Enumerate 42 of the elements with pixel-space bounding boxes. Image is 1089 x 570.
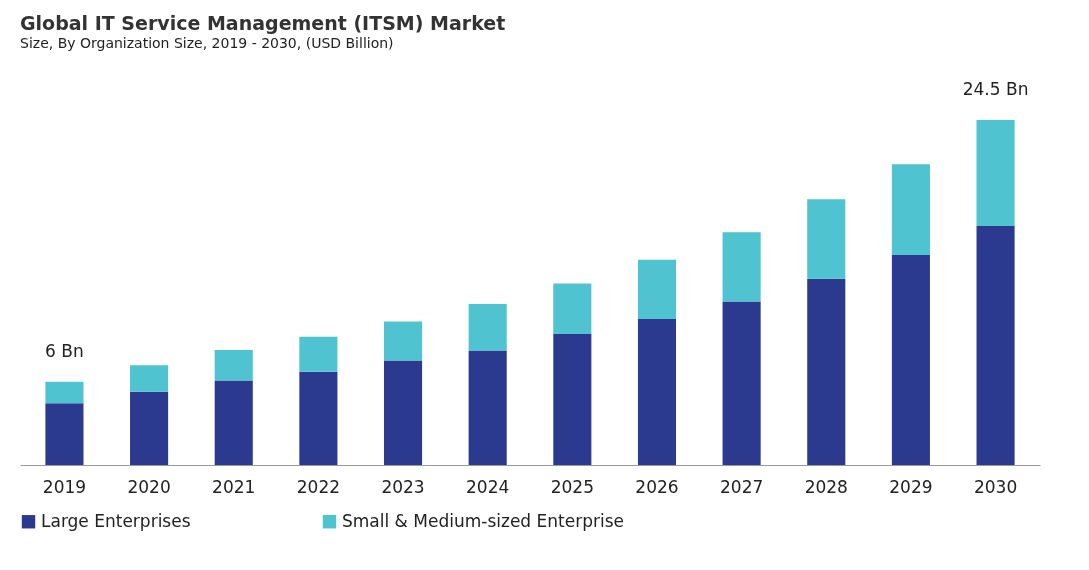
- bar: [637, 259, 677, 320]
- x-tick-label: 2024: [466, 476, 510, 497]
- bar: [130, 391, 169, 465]
- x-tick-label: 2028: [804, 476, 848, 497]
- x-tick-label: 2019: [42, 476, 87, 497]
- bar: [468, 350, 507, 465]
- bar: [976, 120, 1015, 226]
- x-tick-label: 2022: [296, 476, 341, 497]
- bar: [637, 319, 677, 465]
- x-tick-label: 2025: [550, 476, 594, 497]
- bar: [299, 336, 338, 372]
- bar: [299, 371, 338, 465]
- annotation: 6 Bn: [45, 340, 84, 361]
- x-tick-label: 2026: [635, 476, 679, 497]
- chart-title: Global IT Service Management (ITSM) Market: [20, 12, 506, 34]
- bar: [130, 365, 169, 392]
- bar: [891, 164, 930, 255]
- bar: [553, 333, 592, 465]
- x-tick-label: 2030: [973, 476, 1018, 497]
- chart-subtitle: Size, By Organization Size, 2019 - 2030, (USD Billion): [20, 35, 394, 51]
- bar: [807, 278, 846, 465]
- bar: [468, 303, 507, 351]
- legend-label: Small & Medium-sized Enterprise: [342, 510, 624, 531]
- x-tick-label: 2023: [381, 476, 425, 497]
- bar: [722, 232, 761, 302]
- bar: [976, 225, 1015, 465]
- x-tick-label: 2021: [212, 476, 256, 497]
- bar: [45, 403, 84, 465]
- bar: [891, 254, 930, 465]
- bar: [214, 350, 253, 381]
- bar: [383, 321, 423, 361]
- bar: [722, 301, 761, 465]
- text: 24.5 Bn: [962, 79, 1029, 99]
- bar: [807, 199, 846, 279]
- bar: [383, 360, 423, 465]
- x-tick-label: 2020: [127, 476, 171, 497]
- bar: [45, 381, 84, 404]
- x-tick-label: 2029: [889, 476, 933, 497]
- x-tick-label: 2027: [719, 476, 764, 497]
- bar: [214, 380, 253, 465]
- bar: [553, 283, 592, 334]
- legend-label: Large Enterprises: [41, 510, 191, 531]
